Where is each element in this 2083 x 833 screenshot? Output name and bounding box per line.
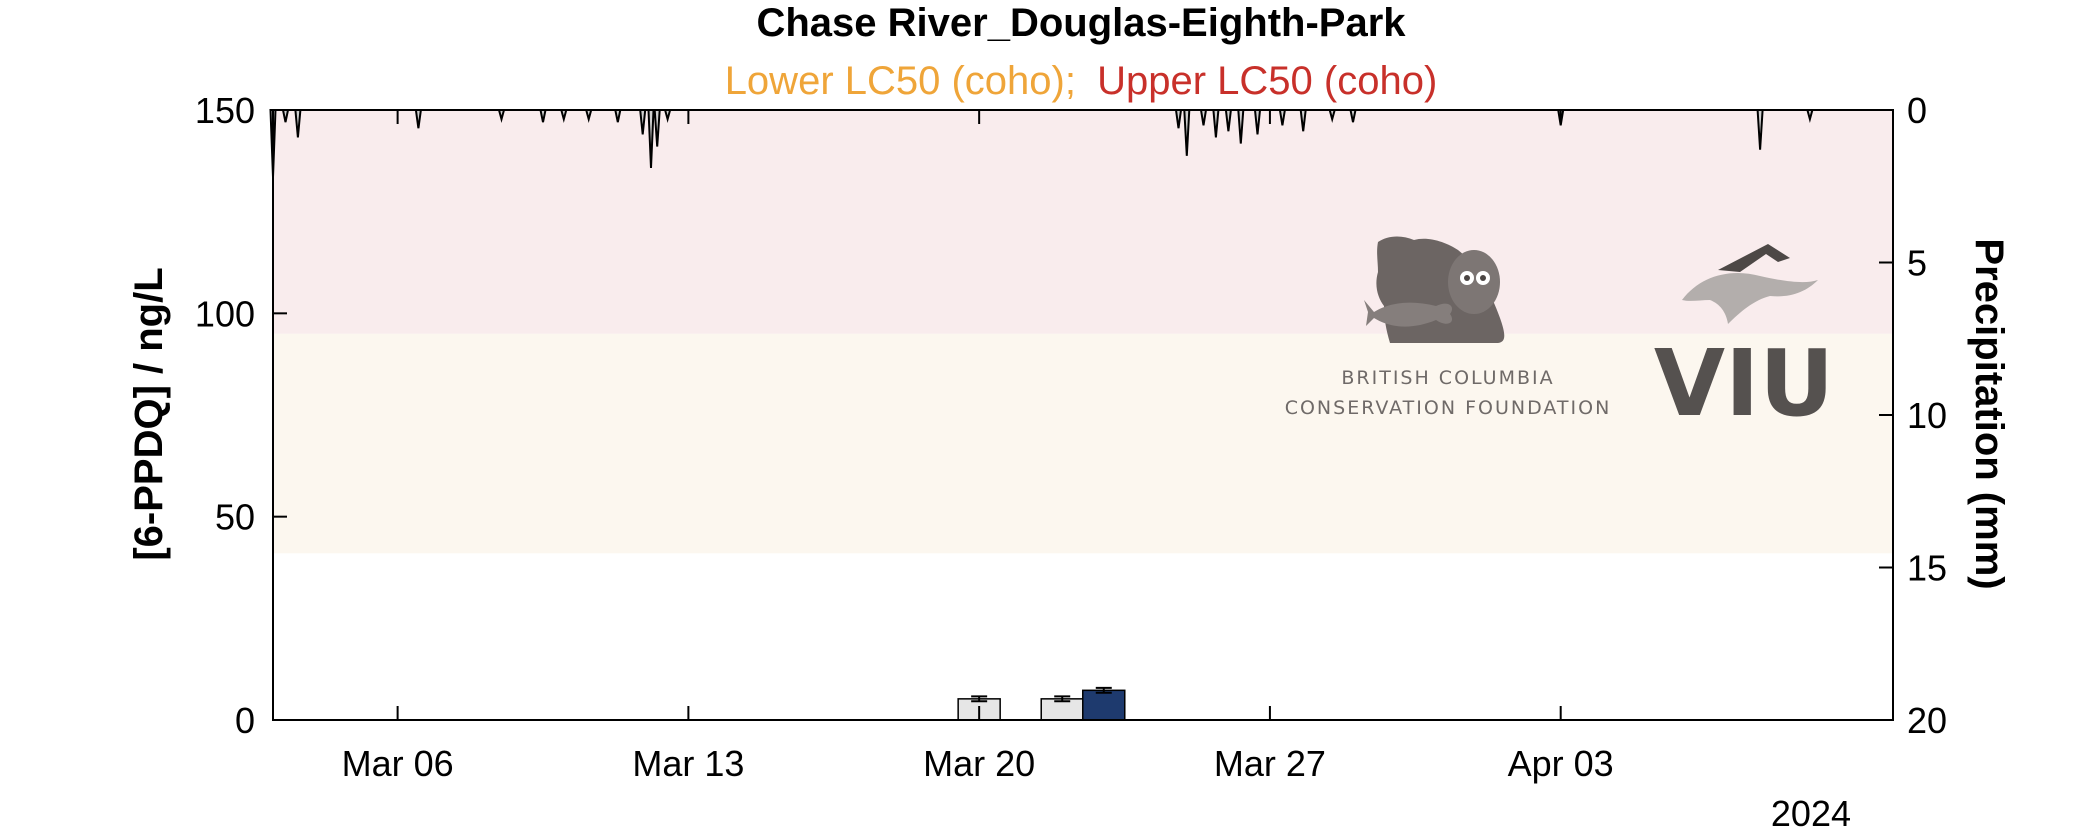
x-tick-label-mar-20: Mar 20 <box>923 743 1035 784</box>
x-tick-label-mar-06: Mar 06 <box>342 743 454 784</box>
subtitle-upper-lc50: Upper LC50 (coho) <box>1097 59 1437 103</box>
y-tick-label-100: 100 <box>195 293 255 334</box>
precipitation-line <box>269 109 1893 178</box>
bear-owl-salmon-icon <box>1364 236 1505 343</box>
threshold-bands <box>273 110 1893 554</box>
upper-lc50-band <box>273 110 1893 334</box>
concentration-bars <box>957 686 1126 721</box>
year-label: 2024 <box>1771 793 1851 833</box>
x-tick-label-apr-03: Apr 03 <box>1508 743 1614 784</box>
lower-lc50-band <box>273 333 1893 554</box>
viu-logo: VIU <box>1654 244 1834 437</box>
bccf-text-line2: CONSERVATION FOUNDATION <box>1285 397 1612 419</box>
y-tick-label-150: 150 <box>195 90 255 131</box>
viu-text: VIU <box>1654 330 1834 437</box>
y-right-tick-label-0: 0 <box>1907 90 1927 131</box>
y-tick-label-0: 0 <box>235 700 255 741</box>
y-tick-label-50: 50 <box>215 497 255 538</box>
axes: 0 50 100 150 0 5 10 15 20 Mar 06 Mar 13 Mar 20 Mar 2… <box>195 90 1947 784</box>
y-axis-right-label: Precipitation (mm) <box>1967 238 2011 589</box>
bccf-logo: BRITISH COLUMBIA CONSERVATION FOUNDATION <box>1285 236 1612 419</box>
mountain-icon <box>1682 244 1818 324</box>
chart-title: Chase River_Douglas-Eighth-Park <box>756 1 1406 45</box>
x-tick-label-mar-27: Mar 27 <box>1214 743 1326 784</box>
chart-subtitle: Lower LC50 (coho); Upper LC50 (coho) <box>725 59 1438 103</box>
bccf-text-line1: BRITISH COLUMBIA <box>1341 367 1554 389</box>
y-right-tick-label-5: 5 <box>1907 243 1927 284</box>
y-right-tick-label-10: 10 <box>1907 395 1947 436</box>
y-right-tick-label-20: 20 <box>1907 700 1947 741</box>
y-right-tick-label-15: 15 <box>1907 548 1947 589</box>
bar-2 <box>1082 689 1126 721</box>
y-axis-label: [6-PPDQ] / ng/L <box>127 267 171 560</box>
x-tick-label-mar-13: Mar 13 <box>632 743 744 784</box>
subtitle-lower-lc50: Lower LC50 (coho); <box>725 59 1076 103</box>
